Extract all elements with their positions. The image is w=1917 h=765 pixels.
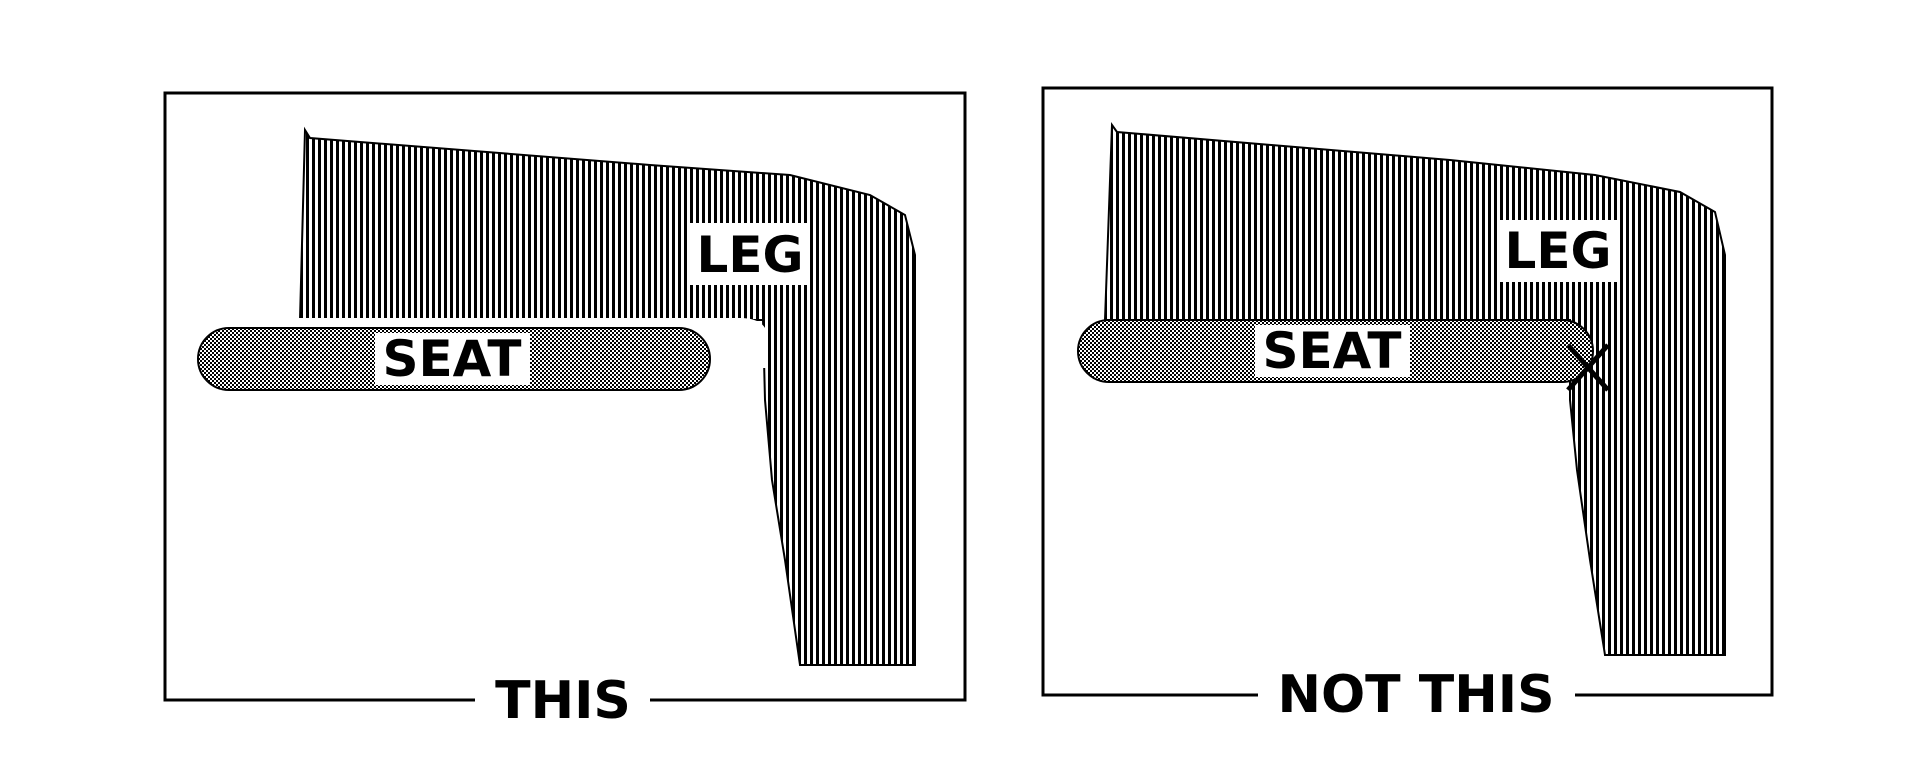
panel-this: LEG SEAT THIS	[163, 91, 967, 731]
panel-not-this-seat-label-box	[1255, 325, 1410, 377]
panel-not-this-leg-label: LEG	[1504, 222, 1611, 280]
panel-not-this-seat-label: SEAT	[1262, 322, 1401, 380]
panel-this-leg-label: LEG	[696, 226, 803, 284]
panel-not-this-leg	[1103, 122, 1726, 656]
panel-not-this-frame	[1041, 86, 1774, 697]
panel-this-seat-label: SEAT	[382, 330, 521, 388]
panel-this-leg	[298, 126, 916, 666]
panel-this-frame	[163, 91, 967, 702]
panel-this-leg-label-box	[690, 223, 810, 285]
panel-not-this-caption: NOT THIS	[1277, 665, 1554, 725]
panel-not-this: LEG SEAT NOT THIS	[1041, 86, 1774, 725]
panel-not-this-leg-label-box	[1498, 220, 1618, 282]
panel-this-caption: THIS	[495, 671, 631, 731]
panel-not-this-cross-mark	[1566, 343, 1610, 392]
panel-this-seat-label-box	[375, 333, 530, 385]
